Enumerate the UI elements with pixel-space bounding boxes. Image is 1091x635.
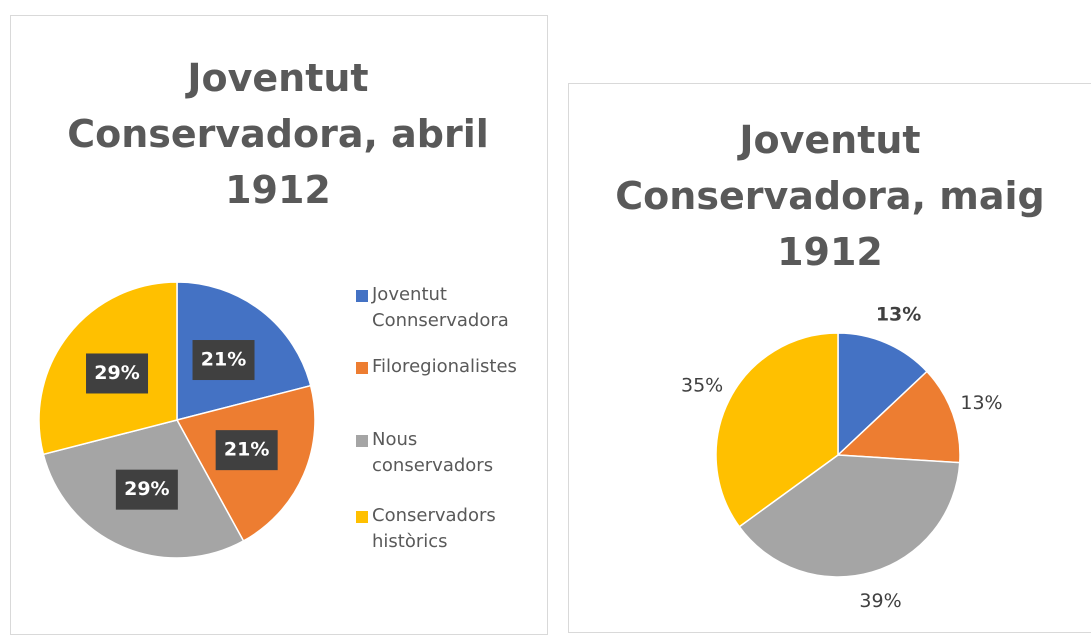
label-box (192, 340, 255, 381)
legend-swatch (356, 290, 368, 302)
legend-item: Joventut Connservadora (356, 282, 522, 334)
data-label: 13% (960, 392, 1002, 414)
charts: 21% 21% 29% 29% 13% 13% 39% 35% (38, 281, 1003, 612)
data-label: 29% (94, 362, 139, 384)
data-label: 21% (224, 439, 269, 461)
pie-slice (836, 370, 961, 464)
legend-swatch (356, 511, 368, 523)
legend-label: Joventut Connservadora (372, 284, 509, 331)
chart-title: Joventut Conservadora, abril 1912 (67, 56, 489, 212)
data-label: 29% (124, 478, 169, 500)
legend-label: Nous conservadors (372, 429, 494, 476)
pie-slice (738, 454, 961, 578)
pie: 13% 13% 39% 35% (681, 304, 1003, 612)
legend-label: Conservadors històrics (372, 505, 496, 552)
legend-swatch (356, 435, 368, 447)
pie-slice (715, 332, 839, 528)
data-label: 35% (681, 374, 723, 396)
legend-label: Filoregionalistes (372, 356, 517, 377)
pie: 21% 21% 29% 29% (38, 281, 316, 559)
label-box (215, 430, 278, 471)
data-label: 13% (876, 304, 921, 326)
legend-item: Nous conservadors (356, 427, 522, 479)
label-box (86, 353, 149, 394)
label-box (115, 469, 178, 510)
data-label: 39% (859, 590, 901, 612)
legend-swatch (356, 362, 368, 374)
legend-item: Conservadors històrics (356, 503, 522, 555)
pie-slice (837, 332, 928, 457)
legend-item: Filoregionalistes (356, 354, 522, 380)
chart-title: Joventut Conservadora, maig 1912 (615, 118, 1045, 274)
page: Joventut Conservadora, abril 1912 Jovent… (10, 15, 1091, 635)
data-label: 21% (201, 349, 246, 371)
